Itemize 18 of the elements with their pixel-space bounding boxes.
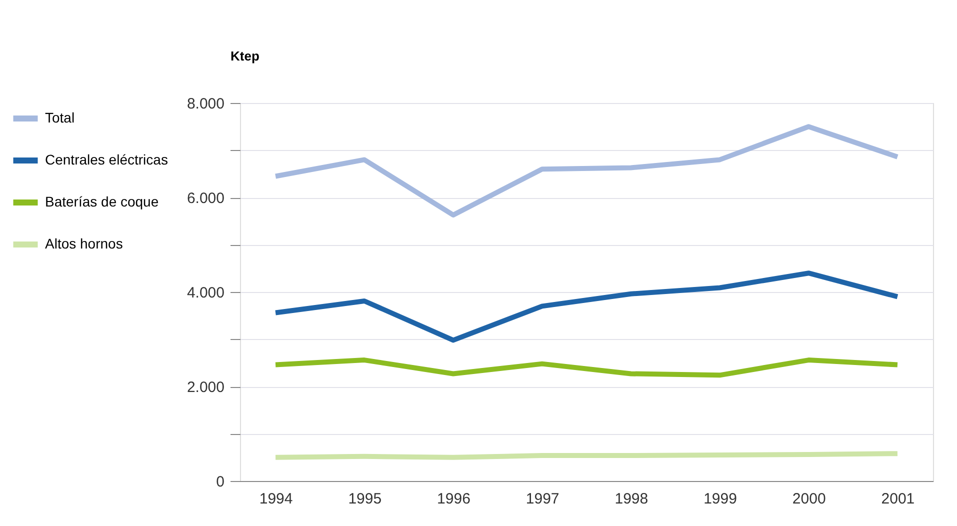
x-tick-label: 2001 (881, 490, 915, 508)
legend-label: Altos hornos (45, 236, 123, 252)
legend-label: Baterías de coque (45, 194, 159, 210)
legend-label: Centrales eléctricas (45, 152, 168, 168)
y-tick-label: 0 (216, 474, 224, 490)
y-tick-label: 4.000 (186, 284, 224, 302)
legend-label: Total (45, 110, 75, 126)
x-tick-label: 1996 (437, 490, 470, 508)
x-tick-label: 1997 (526, 490, 560, 508)
x-tick-label: 1995 (348, 490, 382, 508)
y-tick-label: 8.000 (186, 96, 224, 112)
y-axis-title: Ktep (230, 48, 260, 64)
x-tick-label: 1998 (614, 490, 648, 508)
x-tick-label: 1994 (259, 490, 293, 508)
y-tick-label: 6.000 (186, 190, 224, 207)
x-tick-label: 1999 (704, 490, 737, 508)
x-tick-label: 2000 (792, 490, 826, 508)
y-tick-label: 2.000 (186, 379, 224, 396)
